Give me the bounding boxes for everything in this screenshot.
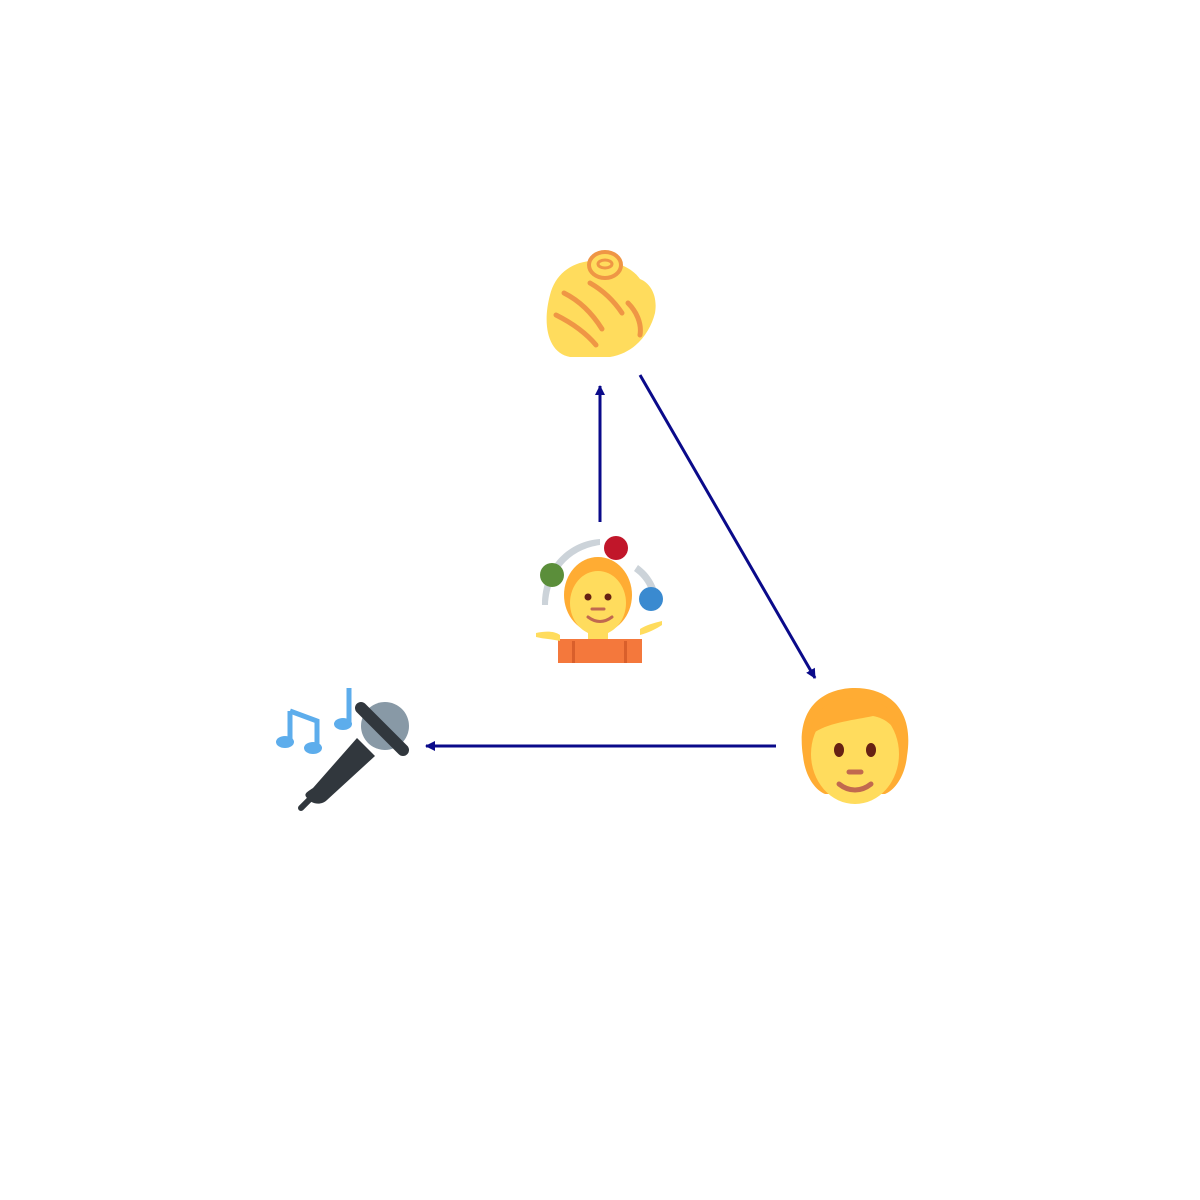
person-juggling-icon	[536, 536, 663, 663]
edge-pointing-to-person	[638, 374, 817, 679]
microphone-music-icon	[276, 688, 409, 811]
pointing-at-viewer-icon	[546, 250, 656, 357]
person-face-icon	[801, 688, 909, 804]
edges	[425, 374, 817, 751]
